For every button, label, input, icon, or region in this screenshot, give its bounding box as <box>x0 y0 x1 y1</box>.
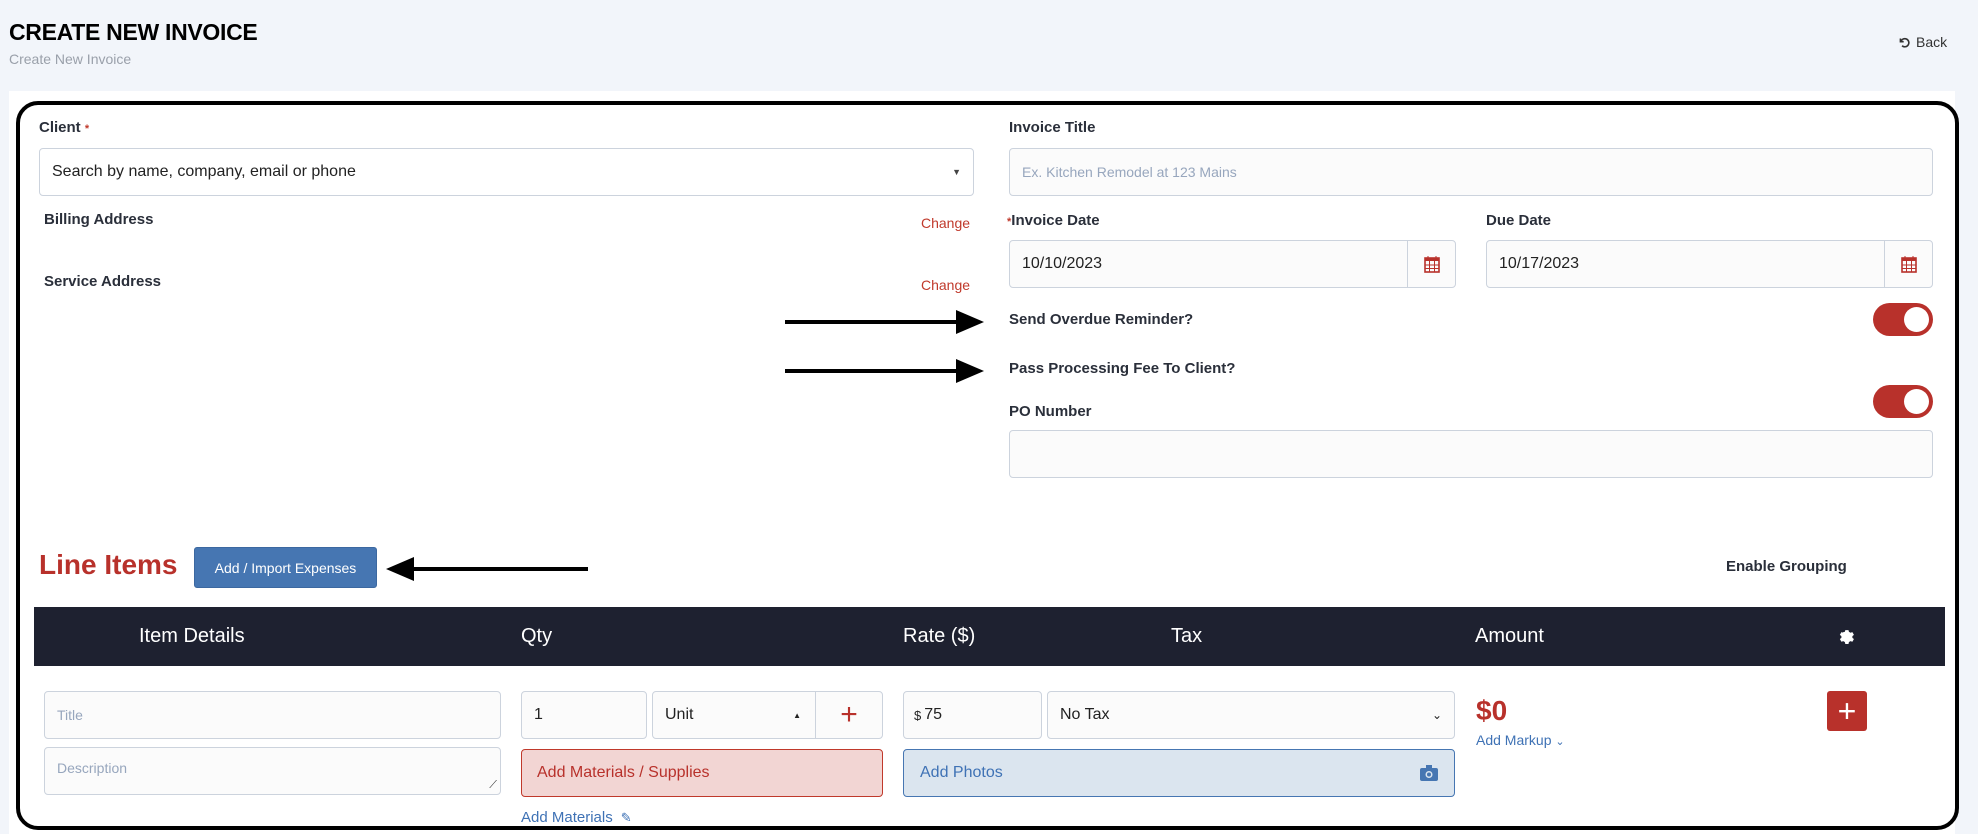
caret-up-icon: ▲ <box>793 710 801 720</box>
enable-grouping-label: Enable Grouping <box>1726 558 1847 575</box>
page-subtitle: Create New Invoice <box>9 51 132 67</box>
add-unit-plus-icon[interactable]: + <box>815 692 882 738</box>
chevron-down-icon: ⌄ <box>1431 708 1442 722</box>
annotation-arrows <box>785 310 984 383</box>
chevron-down-icon: ⌄ <box>1555 736 1565 748</box>
processing-fee-toggle[interactable] <box>1873 385 1933 418</box>
annotation-arrow <box>386 557 588 581</box>
overdue-reminder-label: Send Overdue Reminder? <box>1009 311 1194 328</box>
line-amount: $0 <box>1476 695 1508 726</box>
description-placeholder: Description <box>57 760 128 776</box>
page-title: CREATE NEW INVOICE <box>9 19 258 45</box>
column-item-details: Item Details <box>139 625 245 647</box>
add-materials-link[interactable]: Add Materials ✎ <box>521 809 632 826</box>
add-import-expenses-button[interactable]: Add / Import Expenses <box>194 547 377 588</box>
client-select[interactable]: Search by name, company, email or phone … <box>39 148 974 196</box>
item-title-input[interactable]: Title <box>44 691 501 739</box>
column-tax: Tax <box>1171 625 1203 647</box>
calendar-icon[interactable] <box>1407 241 1455 287</box>
column-rate: Rate ($) <box>903 625 976 647</box>
service-change-link[interactable]: Change <box>921 277 971 293</box>
column-qty: Qty <box>521 625 553 647</box>
gear-icon[interactable] <box>1837 627 1856 646</box>
rate-input[interactable]: $75 <box>903 691 1042 739</box>
unit-select[interactable]: Unit ▲ + <box>652 691 883 739</box>
due-date-value: 10/17/2023 <box>1499 255 1580 272</box>
billing-address-label: Billing Address <box>44 211 154 228</box>
due-date-input[interactable]: 10/17/2023 <box>1486 240 1933 288</box>
tax-select[interactable]: No Tax ⌄ <box>1047 691 1455 739</box>
resize-handle-icon[interactable]: ⟋ <box>489 779 497 791</box>
client-label: Client * <box>39 119 90 136</box>
overdue-reminder-toggle[interactable] <box>1873 303 1933 336</box>
add-materials-supplies-button[interactable]: Add Materials / Supplies <box>521 749 883 797</box>
service-address-label: Service Address <box>44 273 162 290</box>
pencil-icon: ✎ <box>620 809 632 825</box>
undo-icon <box>1899 37 1910 48</box>
billing-change-link[interactable]: Change <box>921 215 971 231</box>
back-label: Back <box>1916 34 1948 50</box>
column-amount: Amount <box>1475 625 1544 647</box>
invoice-date-value: 10/10/2023 <box>1022 255 1103 272</box>
title-placeholder: Title <box>57 707 83 723</box>
line-items-table-header: Item Details Qty Rate ($) Tax Amount <box>34 607 1945 666</box>
invoice-date-input[interactable]: 10/10/2023 <box>1009 240 1456 288</box>
add-markup-link[interactable]: Add Markup ⌄ <box>1476 732 1565 748</box>
qty-input[interactable]: 1 <box>521 691 647 739</box>
due-date-label: Due Date <box>1486 212 1552 229</box>
camera-icon <box>1420 765 1438 781</box>
processing-fee-label: Pass Processing Fee To Client? <box>1009 360 1236 377</box>
plus-icon: + <box>1837 692 1857 729</box>
item-description-textarea[interactable]: Description ⟋ <box>44 747 501 795</box>
add-line-item-button[interactable]: + <box>1827 691 1867 731</box>
client-placeholder: Search by name, company, email or phone <box>52 163 356 180</box>
po-number-label: PO Number <box>1009 403 1092 420</box>
back-button[interactable]: Back <box>1898 34 1947 50</box>
invoice-title-label: Invoice Title <box>1009 119 1096 136</box>
add-photos-button[interactable]: Add Photos <box>903 749 1455 797</box>
invoice-title-input[interactable]: Ex. Kitchen Remodel at 123 Mains <box>1009 148 1933 196</box>
line-items-heading: Line Items <box>39 549 178 580</box>
invoice-title-placeholder: Ex. Kitchen Remodel at 123 Mains <box>1022 164 1237 180</box>
po-number-input[interactable] <box>1009 430 1933 478</box>
unit-value: Unit <box>665 706 694 723</box>
invoice-date-label: *Invoice Date <box>1007 212 1100 229</box>
calendar-icon[interactable] <box>1884 241 1932 287</box>
caret-down-icon: ▼ <box>952 167 961 177</box>
